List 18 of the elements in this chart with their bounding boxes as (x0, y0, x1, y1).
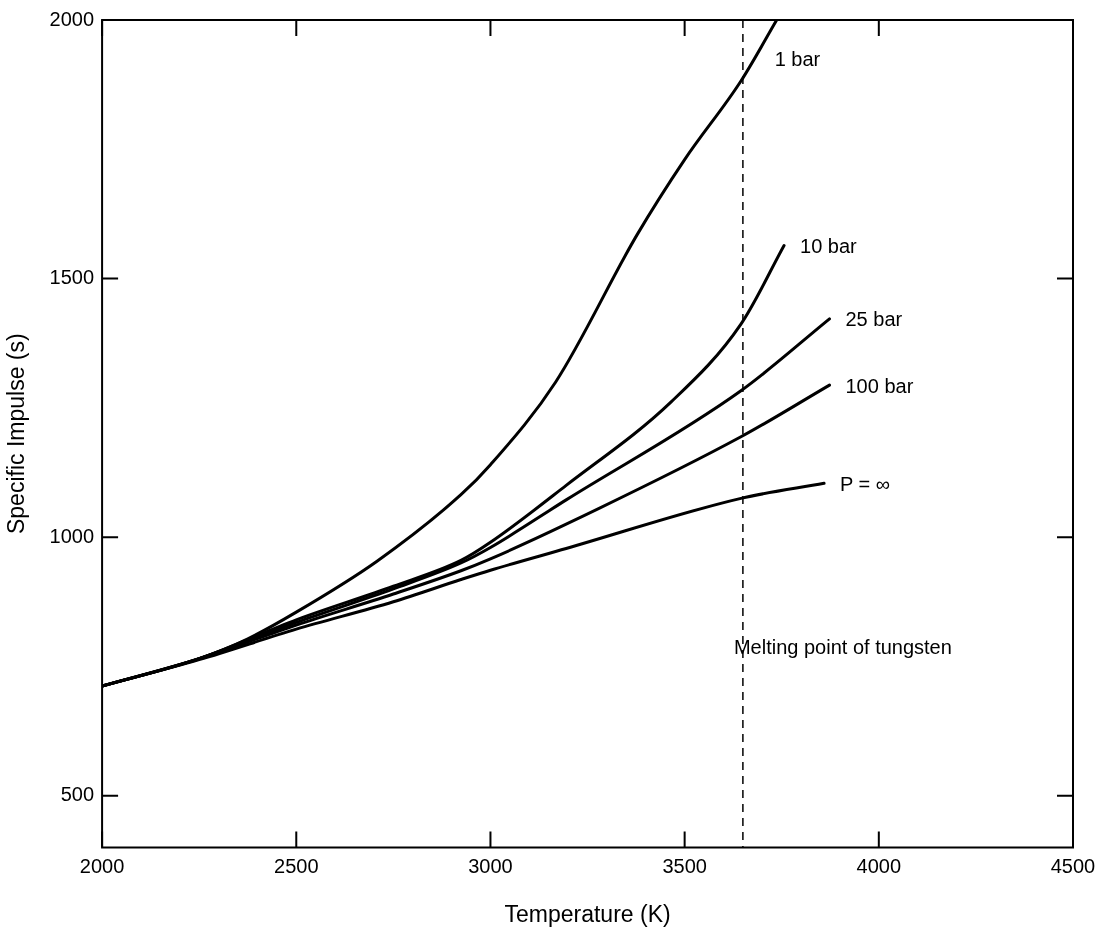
series-label: 100 bar (845, 374, 914, 397)
x-tick-label: 3000 (468, 854, 513, 877)
series-label: 1 bar (774, 47, 821, 70)
series-label: 10 bar (800, 234, 858, 257)
series-label: 25 bar (845, 308, 903, 331)
y-tick-label: 2000 (49, 7, 95, 30)
y-tick-label: 1000 (49, 524, 95, 547)
x-tick-label: 2000 (79, 854, 125, 877)
y-axis-title: Specific Impulse (s) (3, 333, 30, 535)
x-axis-title: Temperature (K) (504, 900, 671, 927)
x-tick-label: 3500 (662, 854, 707, 877)
series-label: P = ∞ (840, 472, 891, 495)
ref-line-label: Melting point of tungsten (733, 636, 952, 659)
x-tick-label: 4500 (1050, 854, 1096, 877)
x-tick-label: 4000 (856, 854, 902, 877)
y-tick-label: 1500 (49, 266, 95, 289)
x-tick-label: 2500 (274, 854, 319, 877)
y-tick-label: 500 (60, 783, 95, 806)
